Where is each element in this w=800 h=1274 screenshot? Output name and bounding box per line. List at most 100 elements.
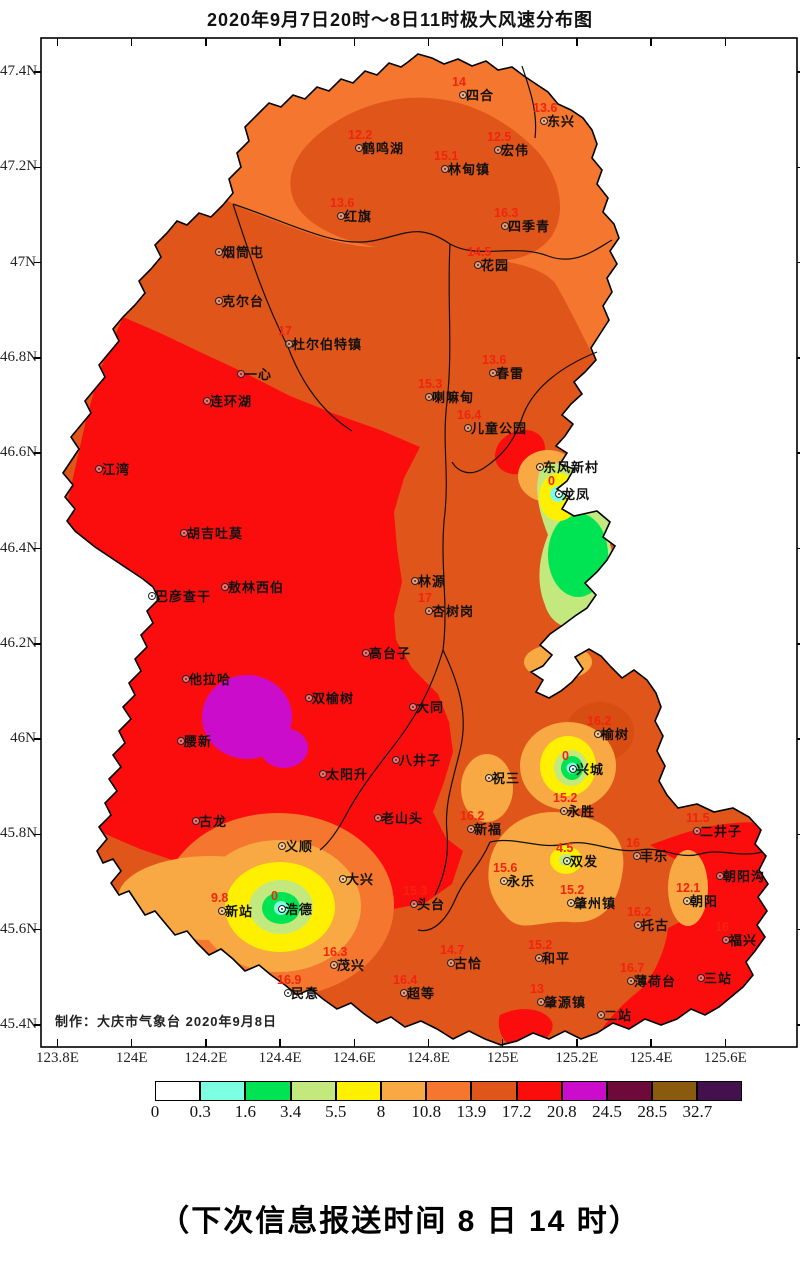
y-axis-label: 45.6N xyxy=(0,920,38,937)
region-north-inner-dark xyxy=(290,97,561,275)
x-tick-top xyxy=(650,38,652,46)
station-value: 17 xyxy=(418,591,432,605)
y-tick-left xyxy=(34,738,41,740)
y-tick-right xyxy=(797,357,800,359)
footer-note: （下次信息报送时间 8 日 14 时） xyxy=(159,1205,641,1238)
station-marker xyxy=(597,1011,605,1019)
station-label: 杏树岗 xyxy=(432,604,475,619)
colorbar-cell xyxy=(652,1081,698,1101)
station-label: 兴城 xyxy=(576,762,605,777)
station-marker xyxy=(459,91,467,99)
patch-chaoyang-orange xyxy=(668,850,708,926)
y-tick-right xyxy=(797,833,800,836)
station-marker xyxy=(411,577,419,585)
station-marker xyxy=(148,592,156,600)
y-tick-left xyxy=(34,833,41,836)
city-outline xyxy=(62,53,769,1046)
colorbar-label: 0.3 xyxy=(189,1102,211,1121)
x-tick-top xyxy=(724,38,727,46)
station-value: 16.2 xyxy=(587,714,612,728)
colorbar-cell xyxy=(426,1081,472,1101)
station-marker xyxy=(285,340,293,348)
station-marker xyxy=(278,842,286,850)
y-tick-left xyxy=(34,166,41,169)
credit-text: 制作：大庆市气象台 2020年9月8日 xyxy=(55,1014,277,1029)
station-label: 朝阳 xyxy=(690,894,719,909)
station-value: 15.1 xyxy=(434,149,459,163)
station-marker xyxy=(697,974,705,982)
station-value: 16.4 xyxy=(393,973,418,987)
region-magenta-lobe xyxy=(260,728,308,768)
station-label: 薄荷台 xyxy=(634,974,677,989)
station-marker xyxy=(337,212,345,220)
station-label: 新站 xyxy=(225,904,254,919)
station-label: 龙凤 xyxy=(562,487,591,502)
station-marker xyxy=(215,297,223,305)
station-label: 一心 xyxy=(244,367,273,382)
region-south-red-small xyxy=(498,1009,553,1045)
station-marker xyxy=(362,649,370,657)
station-marker xyxy=(447,959,455,967)
colorbar-cell xyxy=(290,1081,336,1101)
station-value: 16.3 xyxy=(494,206,519,220)
station-marker xyxy=(464,424,472,432)
y-tick-right xyxy=(797,71,800,73)
station-label: 头台 xyxy=(417,897,446,912)
station-value: 16.7 xyxy=(620,961,645,975)
station-marker xyxy=(555,490,563,498)
station-value: 4.5 xyxy=(556,841,574,855)
x-tick-bottom xyxy=(56,1039,59,1047)
y-axis-label: 45.8N xyxy=(0,825,38,842)
station-marker xyxy=(634,921,642,929)
station-marker xyxy=(560,807,568,815)
station-value: 13.6 xyxy=(533,101,558,115)
station-value: 12.5 xyxy=(487,130,512,144)
station-marker xyxy=(182,675,190,683)
station-marker xyxy=(319,770,327,778)
x-tick-bottom xyxy=(576,1039,578,1047)
station-label: 民意 xyxy=(291,986,320,1001)
station-label: 古龙 xyxy=(199,814,228,829)
station-label: 大同 xyxy=(416,700,445,715)
station-value: 15.2 xyxy=(553,791,578,805)
contour-layers xyxy=(63,54,768,1045)
station-marker xyxy=(330,961,338,969)
station-label: 宏伟 xyxy=(501,143,530,158)
x-axis-label: 124.2E xyxy=(184,1050,228,1066)
y-tick-right xyxy=(797,1024,800,1026)
x-tick-top xyxy=(279,38,281,46)
station-marker xyxy=(425,393,433,401)
station-marker xyxy=(221,583,229,591)
colorbar-label: 24.5 xyxy=(592,1102,622,1121)
station-label: 新福 xyxy=(474,822,503,837)
station-label: 花园 xyxy=(481,258,510,273)
colorbar-label: 20.8 xyxy=(546,1102,577,1121)
station-marker xyxy=(192,817,200,825)
station-label: 浩德 xyxy=(285,902,314,917)
colorbar-label: 17.2 xyxy=(501,1102,532,1121)
y-tick-right xyxy=(797,738,800,740)
y-axis-label: 46N xyxy=(10,730,36,747)
station-value: 13.6 xyxy=(482,353,507,367)
station-marker xyxy=(537,998,545,1006)
station-label: 杜尔伯特镇 xyxy=(292,337,363,352)
station-marker xyxy=(567,899,575,907)
x-tick-bottom xyxy=(353,1039,356,1047)
station-label: 敖林西伯 xyxy=(228,580,285,595)
station-label: 四合 xyxy=(466,88,495,103)
station-value: 16.2 xyxy=(627,905,652,919)
station-value: 15.6 xyxy=(493,861,518,875)
station-label: 鹤鸣湖 xyxy=(362,141,405,156)
station-marker xyxy=(425,607,433,615)
station-label: 喇嘛甸 xyxy=(432,390,475,405)
y-axis-label: 47N xyxy=(10,253,36,270)
station-value: 15.2 xyxy=(528,938,553,952)
station-value: 13.6 xyxy=(330,196,355,210)
colorbar-label: 3.4 xyxy=(279,1102,302,1121)
x-tick-bottom xyxy=(130,1039,133,1047)
station-marker xyxy=(540,117,548,125)
y-tick-left xyxy=(34,643,41,645)
station-label: 三站 xyxy=(704,971,733,986)
